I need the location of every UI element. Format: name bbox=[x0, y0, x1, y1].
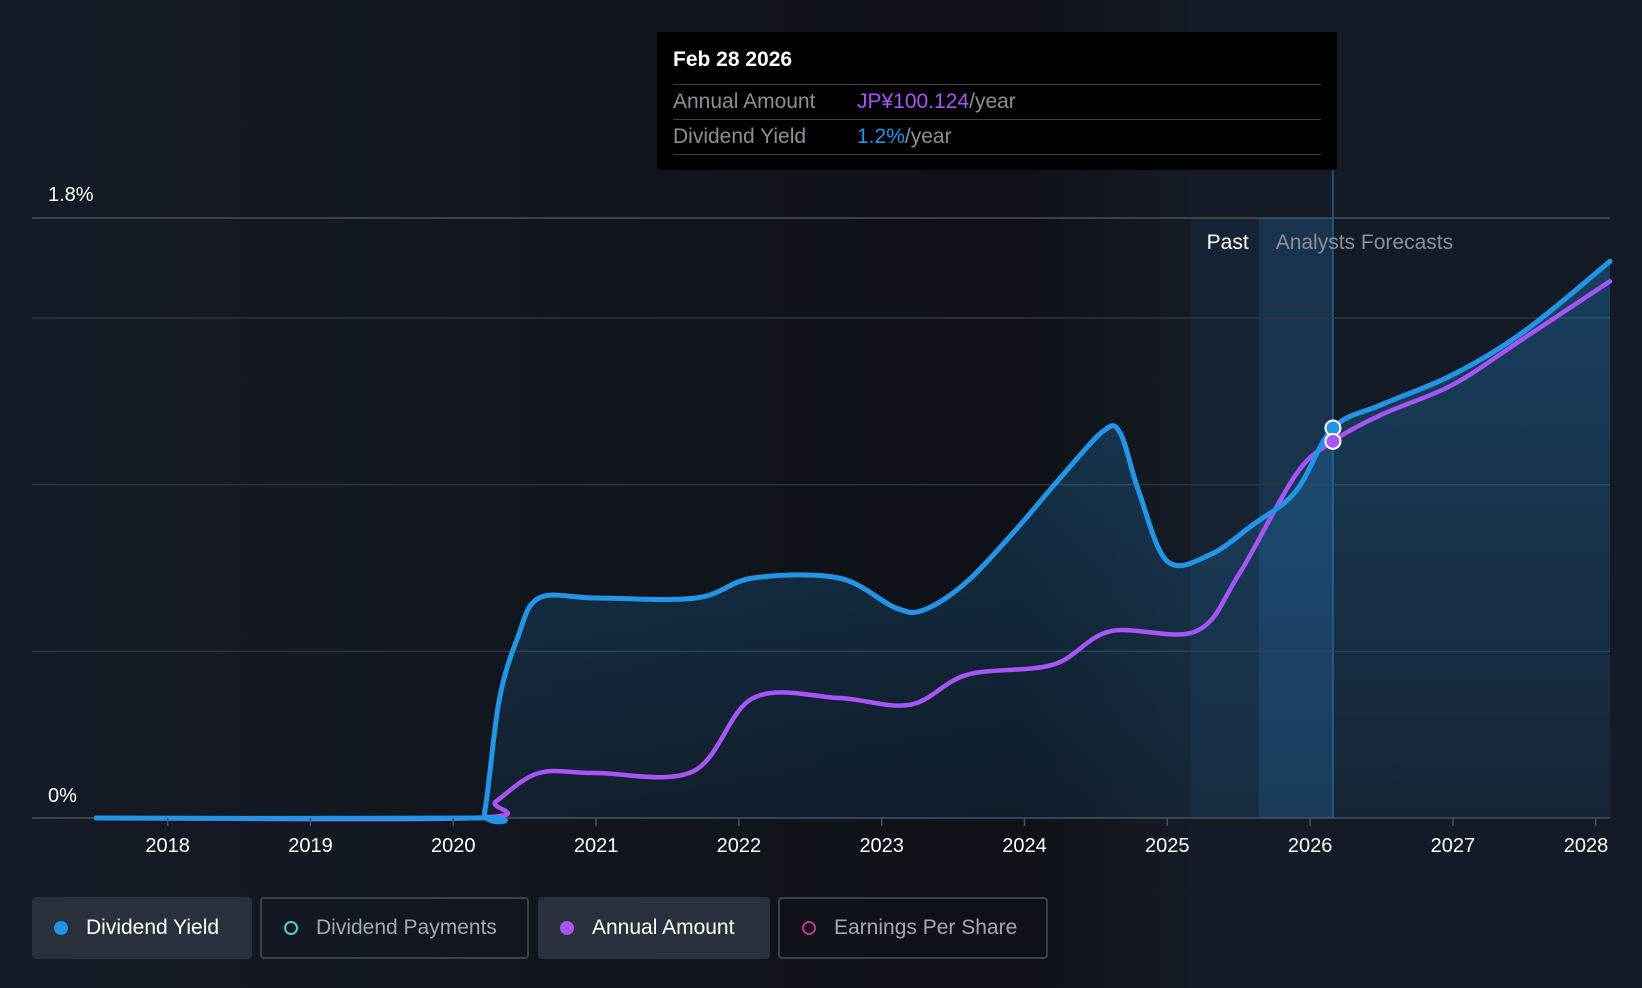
x-tick-label: 2021 bbox=[574, 835, 619, 857]
legend-label: Annual Amount bbox=[592, 916, 735, 939]
y-tick-label: 0% bbox=[48, 785, 77, 807]
x-tick-label: 2026 bbox=[1288, 835, 1333, 857]
legend-annual-amount[interactable]: Annual Amount bbox=[538, 897, 770, 959]
tooltip-annual-row: Annual Amount JP¥100.124/year bbox=[673, 85, 1321, 120]
tooltip-yield-unit: /year bbox=[904, 125, 952, 148]
legend-label: Earnings Per Share bbox=[834, 916, 1018, 939]
legend-dividend-yield[interactable]: Dividend Yield bbox=[32, 897, 252, 959]
tooltip-yield-label: Dividend Yield bbox=[673, 125, 807, 148]
annual-amount-line bbox=[94, 279, 1613, 822]
hollow-dot-icon bbox=[284, 921, 298, 935]
hollow-dot-icon bbox=[802, 921, 816, 935]
x-tick-label: 2025 bbox=[1145, 835, 1190, 857]
tooltip-yield-row: Dividend Yield 1.2%/year bbox=[673, 120, 1321, 155]
x-tick-label: 2027 bbox=[1431, 835, 1476, 857]
tooltip-annual-value: JP¥100.124 bbox=[857, 90, 970, 113]
tooltip-annual-label: Annual Amount bbox=[673, 90, 816, 113]
forecast-label: Analysts Forecasts bbox=[1276, 231, 1453, 254]
dividend-yield-line bbox=[93, 258, 1613, 825]
legend-dividend-payments[interactable]: Dividend Payments bbox=[260, 897, 529, 959]
filled-dot-icon bbox=[560, 921, 574, 935]
x-tick-label: 2028 bbox=[1564, 835, 1609, 857]
tooltip-yield-value: 1.2% bbox=[857, 125, 905, 148]
tooltip-annual-unit: /year bbox=[969, 90, 1016, 113]
past-label: Past bbox=[1207, 231, 1249, 254]
yield-area bbox=[96, 261, 1610, 822]
legend-label: Dividend Payments bbox=[316, 916, 497, 939]
annual-amount-marker bbox=[1324, 432, 1342, 450]
legend-label: Dividend Yield bbox=[86, 916, 220, 939]
legend-earnings-per-share[interactable]: Earnings Per Share bbox=[778, 897, 1048, 959]
x-tick-label: 2023 bbox=[859, 835, 904, 857]
chart-tooltip: Feb 28 2026 Annual Amount JP¥100.124/yea… bbox=[657, 32, 1337, 170]
x-tick-label: 2020 bbox=[431, 835, 476, 857]
tooltip-date: Feb 28 2026 bbox=[673, 48, 1321, 85]
y-tick-label: 1.8% bbox=[48, 184, 94, 206]
x-tick-label: 2019 bbox=[288, 835, 333, 857]
filled-dot-icon bbox=[54, 921, 68, 935]
x-tick-label: 2018 bbox=[145, 835, 190, 857]
x-tick-label: 2022 bbox=[717, 835, 762, 857]
x-tick-label: 2024 bbox=[1002, 835, 1047, 857]
